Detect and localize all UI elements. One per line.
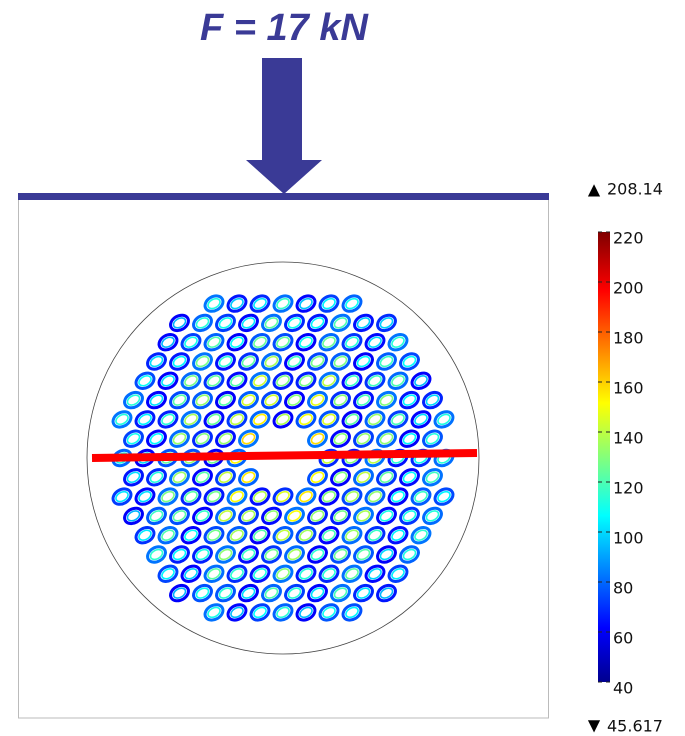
colorbar-tick-label: 220: [613, 229, 644, 248]
colorbar-tick-label: 160: [613, 379, 644, 398]
force-label: F = 17 kN: [200, 7, 369, 49]
min-value: 45.617: [607, 717, 663, 736]
colorbar-tick-label: 100: [613, 529, 644, 548]
figure: F = 17 kN ▲ 208.14 ▼ 45.617 40 60 80 100 120…: [0, 0, 685, 736]
load-plate: [18, 193, 549, 200]
arrow-head: [246, 160, 322, 194]
colorbar-tick-label: 140: [613, 429, 644, 448]
colorbar-tick-label: 200: [613, 279, 644, 298]
colorbar: [598, 232, 610, 682]
colorbar-tick-label: 180: [613, 329, 644, 348]
cut-line: [92, 453, 477, 458]
arrow-shaft: [262, 58, 302, 162]
colorbar-tick-label: 40: [613, 679, 633, 698]
colorbar-tick-label: 120: [613, 479, 644, 498]
colorbar-tick-label: 80: [613, 579, 633, 598]
max-marker: ▲: [588, 180, 601, 199]
colorbar-tick-label: 60: [613, 629, 633, 648]
max-value: 208.14: [607, 180, 663, 199]
min-marker: ▼: [588, 716, 601, 735]
